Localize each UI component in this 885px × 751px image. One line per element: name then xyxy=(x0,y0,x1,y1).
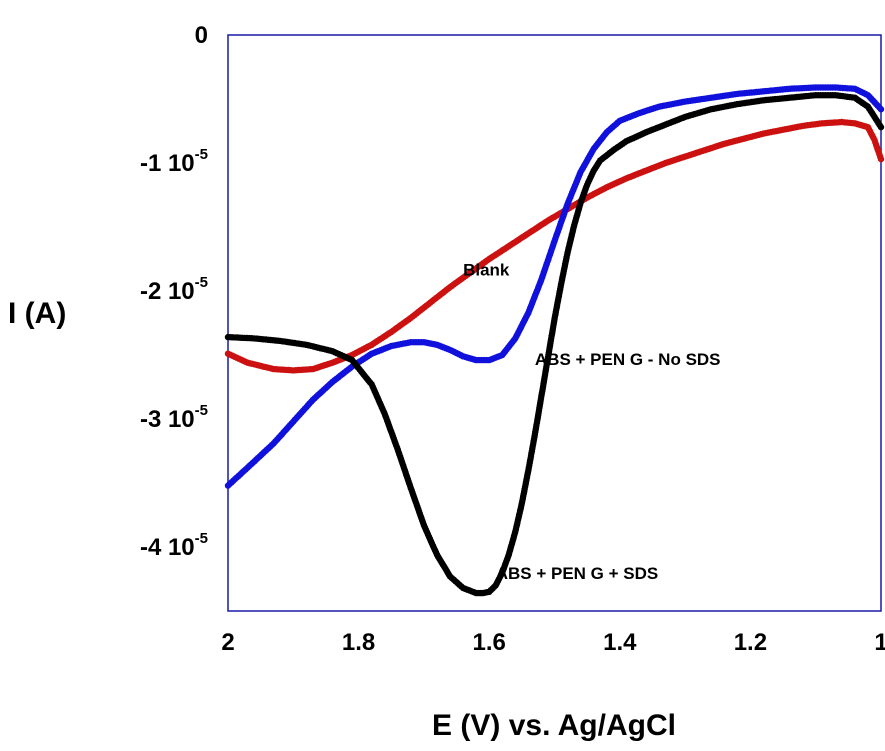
x-tick-label: 1.8 xyxy=(342,629,375,656)
plot-frame xyxy=(227,34,882,612)
x-tick-labels: 2 1.8 1.6 1.4 1.2 1 xyxy=(221,629,885,656)
x-axis-title: E (V) vs. Ag/AgCl xyxy=(432,709,676,742)
data-point xyxy=(877,106,885,113)
y-tick-label: -2 10-5 xyxy=(140,274,208,305)
y-tick-mantissa: -3 10 xyxy=(140,406,195,433)
x-tick-label: 1.2 xyxy=(734,629,767,656)
y-tick-label: -1 10-5 xyxy=(140,146,208,177)
y-tick-exponent: -5 xyxy=(195,530,208,547)
annotations: Blank ABS + PEN G - No SDS ABS + PEN G + S… xyxy=(463,261,720,583)
y-tick-exponent: -5 xyxy=(195,274,208,291)
y-tick-label: 0 xyxy=(195,22,208,49)
series-1 xyxy=(224,84,885,489)
y-tick-mantissa: -2 10 xyxy=(140,278,195,305)
y-tick-mantissa: 0 xyxy=(195,22,208,49)
y-tick-exponent: -5 xyxy=(195,146,208,163)
x-tick-label: 1.6 xyxy=(473,629,506,656)
series-layer xyxy=(224,84,885,597)
data-point xyxy=(877,155,885,163)
y-tick-label: -4 10-5 xyxy=(140,530,208,561)
y-axis-title: I (A) xyxy=(8,297,66,330)
y-tick-mantissa: -1 10 xyxy=(140,150,195,177)
x-tick-label: 2 xyxy=(221,629,234,656)
series-label: Blank xyxy=(463,261,510,280)
y-tick-label: -3 10-5 xyxy=(140,402,208,433)
y-tick-labels: 0-1 10-5-2 10-5-3 10-5-4 10-5 xyxy=(140,22,208,561)
series-2 xyxy=(224,92,885,597)
series-label: ABS + PEN G - No SDS xyxy=(535,350,721,369)
y-tick-exponent: -5 xyxy=(195,402,208,419)
y-tick-mantissa: -4 10 xyxy=(140,534,195,561)
x-tick-label: 1.4 xyxy=(603,629,637,656)
series-label: ABS + PEN G + SDS xyxy=(496,564,658,583)
data-point xyxy=(877,123,885,131)
x-tick-label: 1 xyxy=(874,629,885,656)
